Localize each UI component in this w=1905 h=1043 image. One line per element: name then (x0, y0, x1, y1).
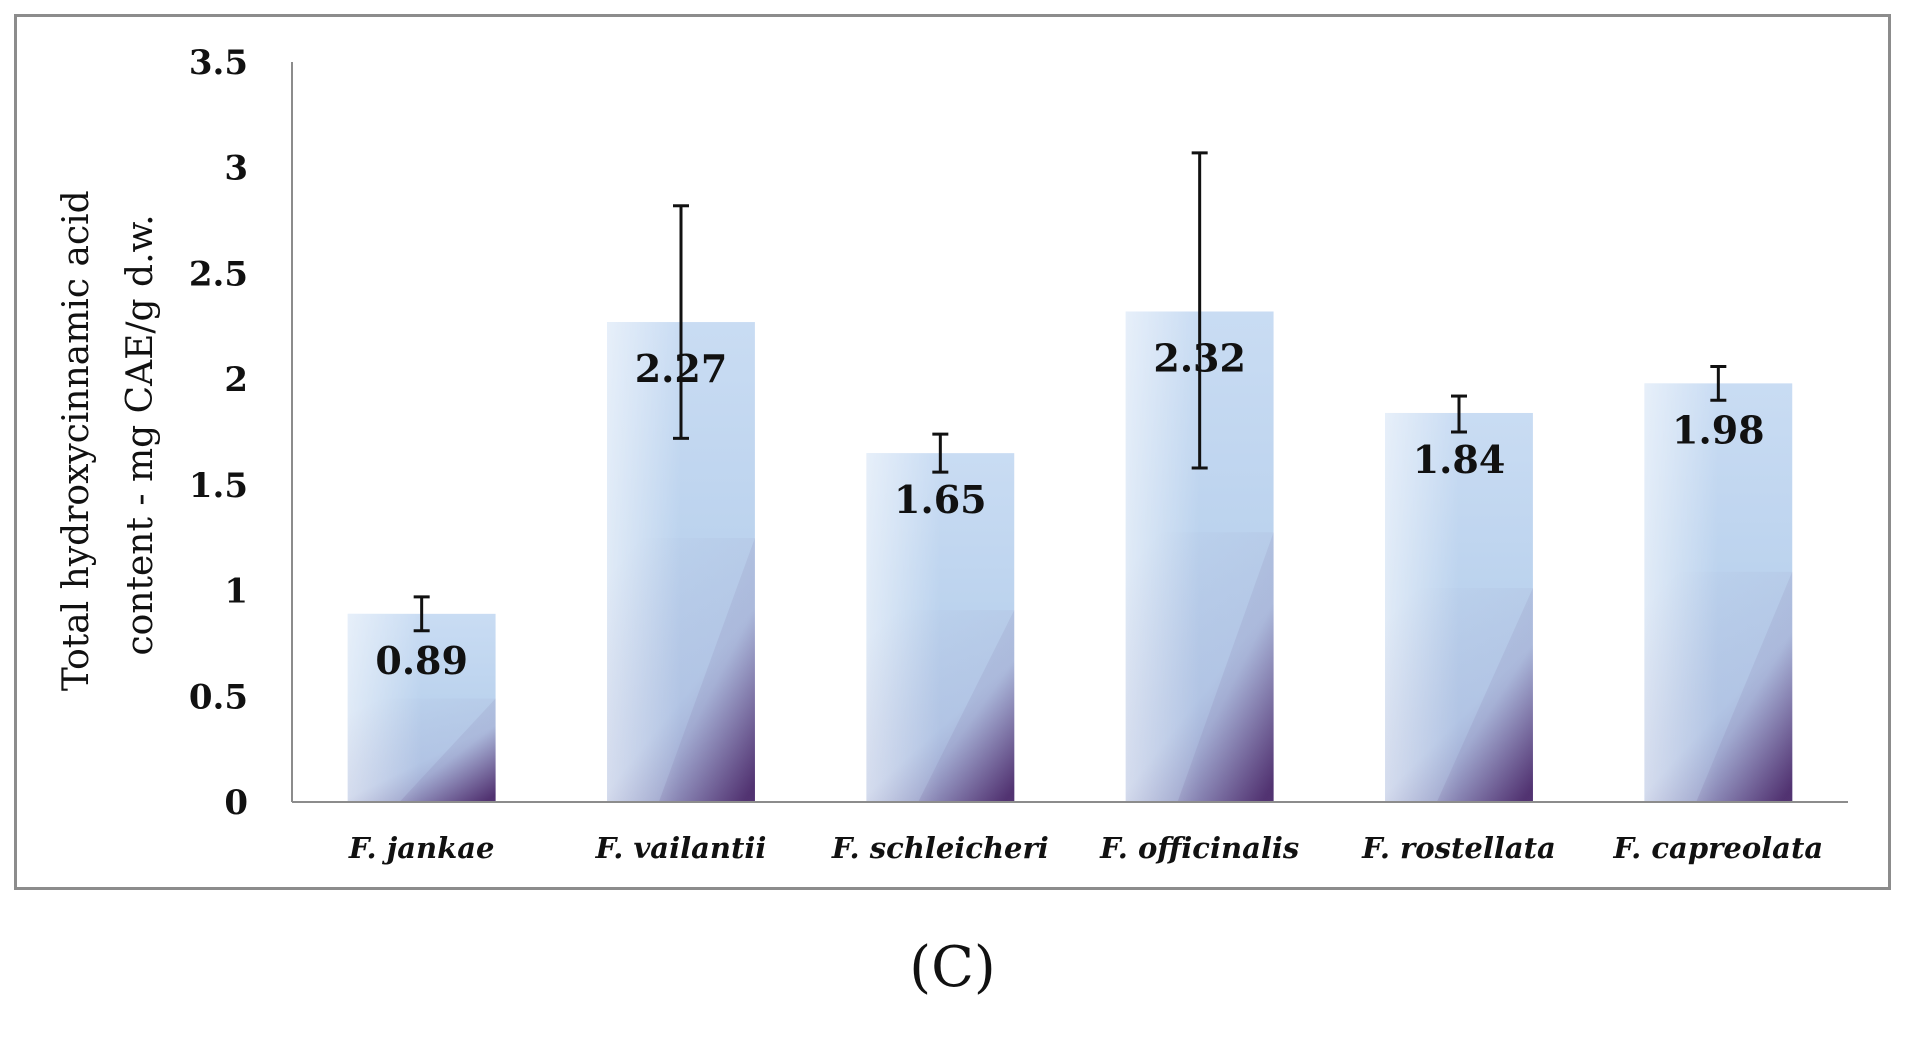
error-bars (413, 151, 1727, 633)
y-tick-label: 0 (224, 783, 248, 823)
x-category-label: F. vailantii (595, 831, 767, 865)
panel-label: (C) (909, 935, 996, 1000)
x-category-label: F. rostellata (1361, 831, 1556, 865)
y-axis-label-line-1: Total hydroxycinnamic acid (56, 190, 97, 691)
bar-shade-overlay (607, 538, 755, 802)
bar-shade-overlay (1644, 571, 1793, 802)
error-bar (1710, 364, 1727, 402)
error-bar (413, 595, 430, 633)
y-tick-label: 3.5 (189, 43, 248, 83)
y-tick-label: 1.5 (189, 466, 248, 506)
error-bar (673, 204, 689, 440)
x-category-label: F. jankae (348, 831, 495, 865)
y-tick-label: 2 (224, 360, 248, 400)
y-tick-label: 1 (224, 572, 248, 612)
bar (607, 322, 755, 802)
x-category-label: F. schleicheri (831, 831, 1049, 865)
value-label: 1.65 (894, 477, 987, 522)
bar-shade-overlay (1385, 588, 1533, 802)
y-tick-label: 0.5 (189, 677, 248, 717)
bar (1125, 311, 1274, 802)
bar-shade-overlay (866, 610, 1015, 802)
x-axis-labels: F. jankae F. vailantii F. schleicheri F. of… (348, 831, 1823, 865)
y-axis-ticks: 0 0.5 1 1.5 2 2.5 3 3.5 (189, 43, 248, 823)
value-labels: 0.892.271.652.321.841.98 (375, 335, 1764, 682)
bar-chart: 00.511.522.533.5 0.892.271.652.321.841.9… (56, 43, 1848, 865)
y-tick-label: 2.5 (189, 254, 248, 294)
x-category-label: F. capreolata (1613, 831, 1824, 865)
y-axis-label-line-2: content - mg CAE/g d.w. (120, 214, 161, 655)
value-label: 0.89 (375, 638, 468, 683)
value-label: 1.84 (1413, 437, 1506, 482)
error-bar (932, 432, 949, 474)
bar-shade-overlay (1125, 532, 1274, 802)
bars (347, 311, 1793, 802)
bar (866, 453, 1015, 802)
error-bar (1191, 151, 1208, 470)
bar (1385, 412, 1533, 802)
error-bar (1451, 394, 1467, 434)
bar-shade-overlay (347, 698, 496, 802)
bar (347, 613, 496, 802)
y-tick-label: 3 (224, 149, 248, 189)
y-axis-label: Total hydroxycinnamic acid content - mg … (56, 179, 161, 691)
x-category-label: F. officinalis (1099, 831, 1299, 865)
bar (1644, 383, 1793, 802)
value-label: 1.98 (1672, 407, 1765, 452)
